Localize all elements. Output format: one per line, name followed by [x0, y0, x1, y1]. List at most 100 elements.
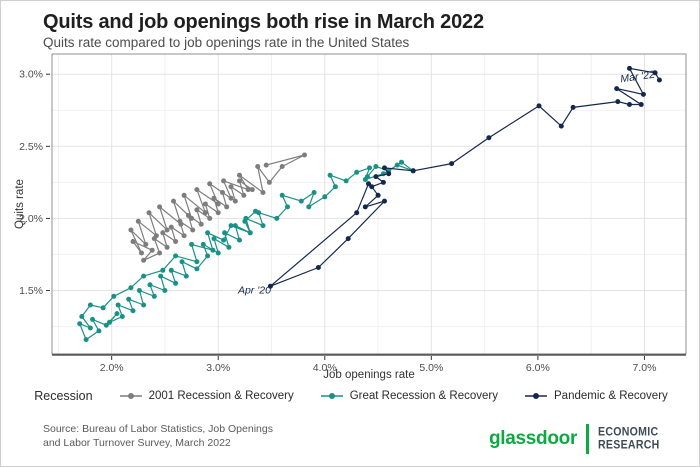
data-point [115, 302, 121, 308]
data-point [558, 123, 564, 129]
data-point [90, 316, 95, 322]
data-point [179, 259, 185, 265]
data-point [260, 223, 266, 229]
legend-item-great-recession-recovery: Great Recession & Recovery [320, 390, 498, 402]
data-point [364, 174, 370, 180]
data-point [375, 192, 381, 198]
data-point [183, 273, 189, 279]
data-point [173, 280, 179, 286]
data-point [362, 204, 368, 210]
data-point [220, 190, 225, 195]
data-point [128, 227, 134, 233]
data-point [614, 86, 620, 92]
data-point [158, 273, 164, 279]
data-point [306, 204, 312, 210]
data-point [486, 135, 492, 141]
data-point [136, 288, 142, 293]
data-point [111, 293, 117, 299]
data-point [373, 174, 379, 180]
data-point [267, 283, 273, 289]
data-point [200, 241, 206, 247]
data-point [189, 215, 195, 221]
data-point [87, 325, 93, 331]
data-point [168, 267, 174, 273]
y-tick-label: 2.5% [19, 141, 43, 153]
data-point [228, 223, 234, 229]
data-point [570, 104, 576, 110]
data-point [315, 265, 321, 270]
data-point [107, 319, 112, 325]
data-point [399, 159, 404, 165]
data-point [119, 314, 125, 319]
legend-marker-icon [320, 393, 343, 399]
data-point [103, 322, 109, 328]
data-point [87, 302, 93, 308]
data-point [394, 162, 400, 168]
data-point [168, 224, 174, 230]
x-tick-label: 7.0% [632, 362, 656, 374]
annotation-label: Mar '22 [620, 69, 656, 86]
data-point [181, 192, 187, 198]
data-point [126, 296, 132, 302]
data-point [237, 178, 242, 184]
data-point [354, 169, 360, 175]
y-tick-label: 2.0% [19, 213, 43, 225]
data-point [260, 190, 266, 195]
data-point [345, 236, 351, 242]
data-point [327, 172, 333, 178]
data-point [177, 218, 183, 224]
data-point [135, 218, 141, 224]
data-point [354, 210, 360, 216]
data-point [79, 314, 85, 319]
legend-item-2001-recession-recovery: 2001 Recession & Recovery [119, 390, 294, 402]
data-point [202, 201, 208, 207]
data-point [382, 165, 387, 171]
data-point [279, 192, 285, 198]
data-point [255, 164, 261, 169]
data-point [256, 210, 262, 216]
data-point [373, 164, 379, 169]
legend-item-label: 2001 Recession & Recovery [148, 390, 294, 402]
x-tick-label: 5.0% [419, 362, 443, 374]
data-point [185, 213, 191, 218]
branding: glassdoor ECONOMIC RESEARCH [489, 424, 665, 454]
data-point [232, 223, 238, 229]
y-tick-label: 3.0% [19, 69, 43, 81]
data-point [536, 103, 542, 109]
legend-marker-icon [525, 393, 547, 399]
source-note: Source: Bureau of Labor Statistics, Job … [43, 422, 273, 451]
y-tick-label: 1.5% [19, 285, 43, 297]
data-point [147, 282, 153, 288]
legend-title: Recession [34, 389, 93, 403]
data-point [207, 181, 213, 187]
data-point [245, 187, 251, 193]
data-point [130, 239, 136, 244]
data-point [141, 257, 147, 263]
x-tick-label: 6.0% [526, 362, 550, 374]
data-point [77, 321, 83, 327]
data-point [243, 215, 249, 221]
data-point [139, 250, 144, 256]
dept-line-1: ECONOMIC [598, 425, 659, 439]
data-point [164, 227, 170, 233]
source-line-1: Source: Bureau of Labor Statistics, Job … [43, 423, 273, 435]
data-point [210, 247, 216, 253]
data-point [249, 187, 255, 193]
data-point [164, 244, 170, 250]
data-point [162, 288, 168, 293]
data-point [194, 187, 200, 193]
economic-research-label: ECONOMIC RESEARCH [598, 426, 660, 453]
data-point [627, 65, 632, 71]
data-point [638, 102, 644, 107]
glassdoor-logo: glassdoor [488, 428, 578, 449]
legend-item-pandemic-recovery: Pandemic & Recovery [524, 390, 668, 402]
data-point [143, 241, 149, 247]
data-point [141, 302, 147, 308]
data-point [160, 267, 166, 273]
data-point [149, 247, 155, 253]
data-point [228, 184, 234, 190]
data-point [215, 201, 221, 207]
data-point [173, 253, 179, 259]
legend-item-label: Pandemic & Recovery [554, 390, 668, 402]
